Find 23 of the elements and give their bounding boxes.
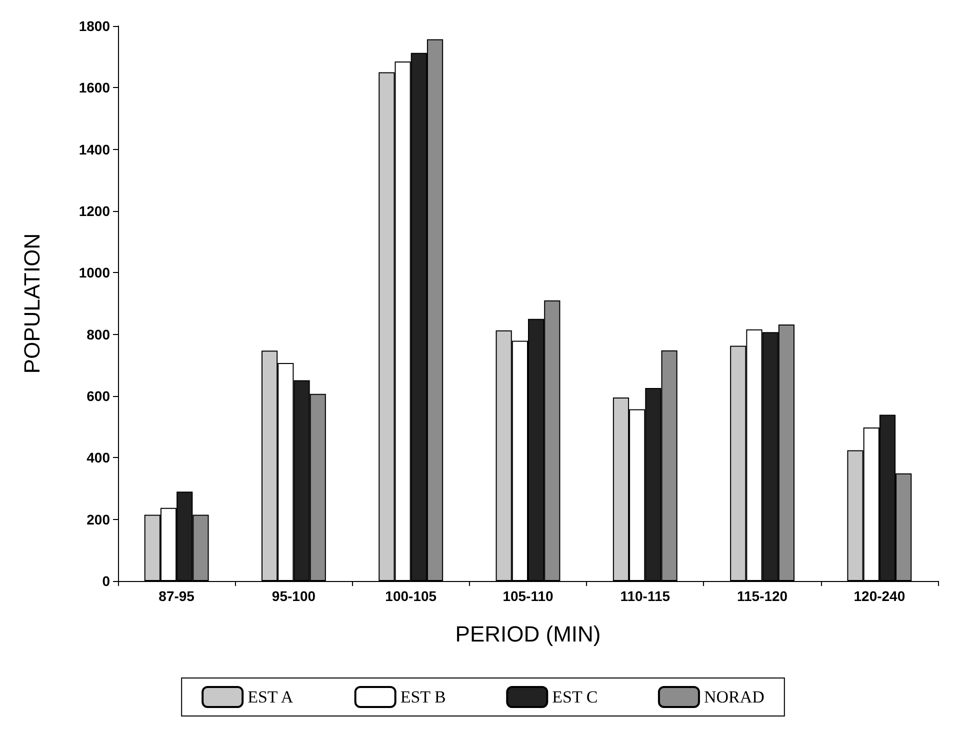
x-tick-label: 95-100 bbox=[272, 588, 316, 604]
y-axis-title: POPULATION bbox=[20, 233, 44, 374]
x-tick-label: 100-105 bbox=[385, 588, 437, 604]
x-tick-label: 110-115 bbox=[620, 588, 670, 604]
y-tick-label: 1000 bbox=[78, 264, 110, 281]
legend-label: NORAD bbox=[704, 688, 764, 706]
x-tick-label: 87-95 bbox=[158, 588, 195, 604]
y-tick-label: 400 bbox=[86, 450, 110, 466]
y-tick-label: 1800 bbox=[78, 18, 110, 34]
y-tick-label: 600 bbox=[86, 388, 110, 404]
x-tick-label: 120-240 bbox=[854, 588, 906, 604]
y-tick-label: 1400 bbox=[78, 141, 110, 158]
y-tick-label: 1600 bbox=[78, 80, 110, 96]
legend-label: EST C bbox=[552, 688, 598, 706]
x-axis-title: PERIOD (MIN) bbox=[455, 622, 601, 646]
x-tick-label: 105-110 bbox=[502, 588, 554, 604]
y-tick-label: 800 bbox=[86, 326, 110, 342]
legend-label: EST A bbox=[248, 688, 294, 706]
y-tick-label: 200 bbox=[86, 511, 110, 528]
x-tick-label: 115-120 bbox=[736, 588, 788, 604]
y-tick-label: 1200 bbox=[78, 203, 110, 219]
legend-label: EST B bbox=[400, 688, 446, 706]
y-tick-label: 0 bbox=[102, 573, 110, 589]
